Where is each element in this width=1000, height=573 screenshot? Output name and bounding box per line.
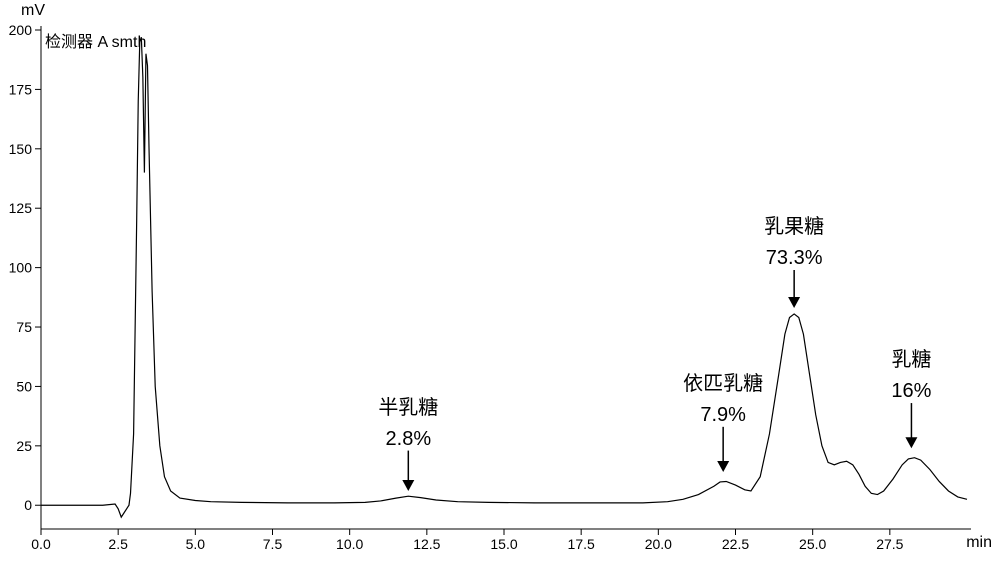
peak-percent: 7.9% xyxy=(663,404,783,427)
x-tick-label: 10.0 xyxy=(336,536,363,552)
peak-name: 乳糖 xyxy=(851,343,971,372)
y-tick-label: 100 xyxy=(9,260,33,276)
x-axis-unit: min xyxy=(966,534,992,552)
y-tick-label: 0 xyxy=(24,497,32,513)
y-axis-unit: mV xyxy=(21,2,45,20)
x-tick-label: 17.5 xyxy=(568,536,595,552)
chart-svg: 0 25 50 75 100 125 150 175 200 0.0 2.5 5.0 7.5 10.0 12… xyxy=(0,0,1000,573)
annotation-arrow xyxy=(717,461,729,472)
y-tick-label: 75 xyxy=(16,319,32,335)
peak-percent: 73.3% xyxy=(734,247,854,270)
y-tick-label: 150 xyxy=(9,141,33,157)
x-tick-label: 2.5 xyxy=(108,536,128,552)
annotation-arrow xyxy=(788,297,800,308)
x-tick-label: 15.0 xyxy=(490,536,517,552)
peak-name: 依匹乳糖 xyxy=(663,367,783,396)
peak-annotation: 乳糖 16% xyxy=(851,343,971,403)
chromatogram-trace xyxy=(41,37,967,517)
x-tick-label: 7.5 xyxy=(263,536,283,552)
peak-annotation: 半乳糖 2.8% xyxy=(348,391,468,451)
y-tick-label: 25 xyxy=(16,438,32,454)
x-tick-label: 0.0 xyxy=(31,536,51,552)
x-tick-label: 12.5 xyxy=(413,536,440,552)
peak-annotation: 依匹乳糖 7.9% xyxy=(663,367,783,427)
y-tick-label: 175 xyxy=(9,81,33,97)
x-tick-label: 20.0 xyxy=(645,536,672,552)
x-tick-label: 22.5 xyxy=(722,536,749,552)
x-tick-label: 27.5 xyxy=(876,536,903,552)
chromatogram-chart: 0 25 50 75 100 125 150 175 200 0.0 2.5 5.0 7.5 10.0 12… xyxy=(0,0,1000,573)
peak-name: 乳果糖 xyxy=(734,210,854,239)
annotation-arrow xyxy=(402,480,414,491)
peak-annotation: 乳果糖 73.3% xyxy=(734,210,854,270)
peak-percent: 16% xyxy=(851,380,971,403)
y-tick-label: 125 xyxy=(9,200,33,216)
y-tick-label: 50 xyxy=(16,378,32,394)
x-tick-label: 5.0 xyxy=(186,536,206,552)
peak-percent: 2.8% xyxy=(348,428,468,451)
peak-name: 半乳糖 xyxy=(348,391,468,420)
y-tick-label: 200 xyxy=(9,22,33,38)
detector-label: 检测器 A smth xyxy=(45,28,146,52)
x-tick-label: 25.0 xyxy=(799,536,826,552)
annotation-arrow xyxy=(905,437,917,448)
